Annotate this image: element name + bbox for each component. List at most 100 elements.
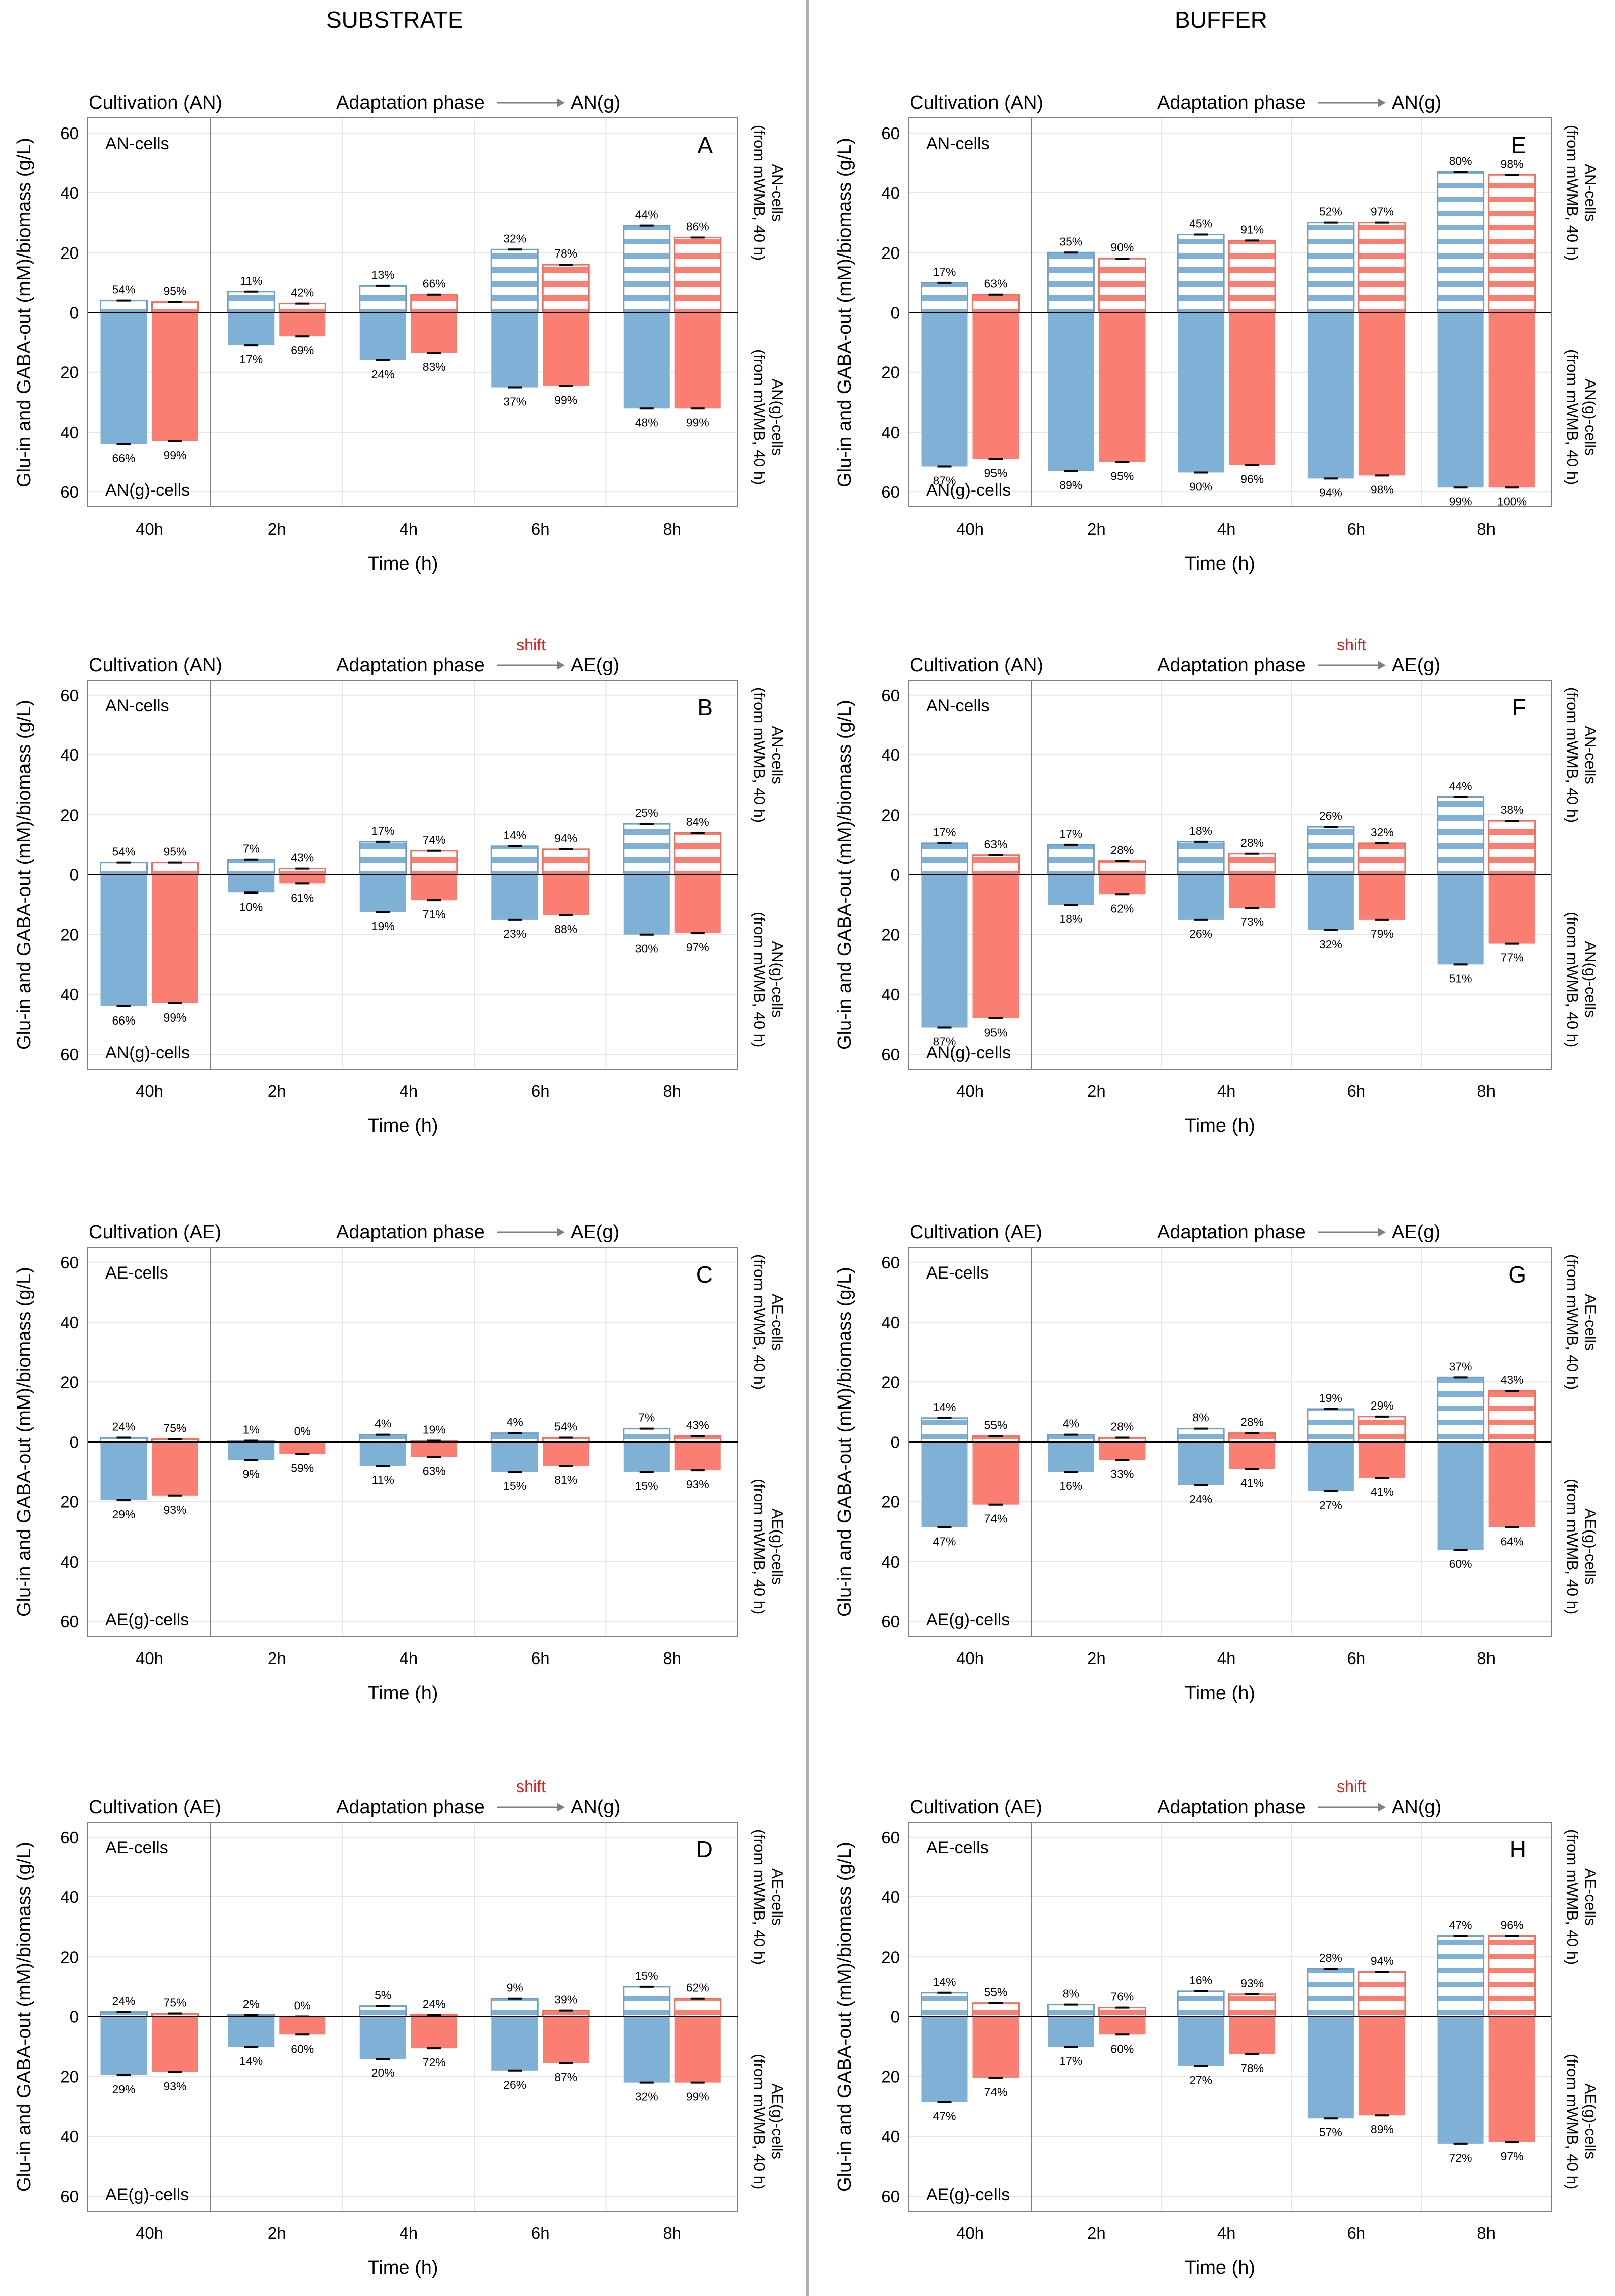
bar-glu-in-up-8h (1437, 1935, 1485, 2018)
label-glu-in-down-pct: 66% (112, 1014, 135, 1027)
bar-gaba-out-down-4h (1229, 312, 1276, 465)
bar-glu-in-down-4h (1178, 2016, 1224, 2066)
label-glu-in-down-pct: 30% (635, 942, 658, 955)
label-gaba-out-down-pct: 33% (1110, 1467, 1134, 1480)
label-glu-in-down-pct: 9% (243, 1467, 260, 1480)
bar-gaba-out-up-6h (542, 264, 590, 313)
label-gaba-out-up-pct: 43% (291, 851, 314, 864)
x-axis-label: Time (h) (1185, 2257, 1255, 2278)
top-cells-label: AN-cells (105, 696, 169, 715)
x-tick-label: 2h (268, 1649, 286, 1668)
label-glu-in-down-pct: 51% (1449, 972, 1472, 985)
x-tick-label: 6h (1347, 520, 1366, 538)
bar-glu-in-up-6h (490, 1432, 539, 1443)
right-top-annotation-line: (from mWMB, 40 h) (1564, 687, 1581, 823)
x-axis-label: Time (h) (1185, 1115, 1255, 1136)
bar-glu-in-up-2h (1047, 844, 1095, 876)
label-gaba-out-down-pct: 71% (423, 908, 446, 921)
y-tick-label: 60 (881, 1045, 900, 1064)
bar-gaba-out-down-40h (152, 312, 198, 441)
right-bottom-annotation: AN(g)-cells(from mWMB, 40 h) (1564, 912, 1599, 1047)
bar-gaba-out-down-8h (1488, 312, 1535, 488)
bar-glu-in-down-4h (359, 312, 406, 360)
shift-label: shift (1337, 635, 1366, 654)
panel-letter: F (1512, 694, 1526, 720)
bar-gaba-out-down-40h (152, 1442, 198, 1496)
label-gaba-out-up-pct: 74% (423, 833, 446, 846)
panel-D: 24% 29% 2% 14% 5% 20% 9% 26% 15% 32% 75% 93% 0% 60% 24… (14, 1777, 786, 2278)
label-glu-in-up-pct: 14% (933, 1975, 956, 1988)
bar-gaba-out-up-2h (278, 303, 326, 313)
right-top-annotation: AN-cells(from mWMB, 40 h) (751, 687, 786, 823)
bar-glu-in-down-6h (1307, 1442, 1354, 1491)
x-axis-label: Time (h) (1185, 553, 1255, 574)
panel-E: 17% 87% 35% 89% 45% 90% 52% 94% 80% 99% 63% 95% 90% 9… (834, 92, 1599, 574)
bar-gaba-out-down-4h (1229, 2016, 1276, 2055)
bar-glu-in-down-4h (1178, 1442, 1224, 1485)
right-top-annotation: AN-cells(from mWMB, 40 h) (751, 125, 786, 261)
y-axis-label: Glu-in and GABA-out (mM)/biomass (g/L) (14, 138, 35, 487)
bottom-cells-label: AN(g)-cells (926, 1043, 1011, 1062)
right-bottom-annotation-line: (from mWMB, 40 h) (1564, 912, 1581, 1047)
label-gaba-out-up-pct: 95% (163, 845, 186, 858)
right-top-annotation-line: (from mWMB, 40 h) (1564, 1254, 1581, 1390)
y-tick-label: 20 (881, 806, 900, 824)
y-tick-label: 0 (891, 866, 900, 884)
bar-gaba-out-down-8h (674, 874, 721, 933)
bar-glu-in-up-8h (1437, 171, 1485, 313)
bar-glu-in-up-8h (623, 225, 671, 313)
bar-gaba-out-up-6h (1358, 1971, 1406, 2017)
shift-label: shift (516, 1777, 546, 1796)
bar-glu-in-down-8h (623, 1442, 670, 1472)
top-cells-label: AE-cells (926, 1263, 989, 1283)
label-gaba-out-down-pct: 61% (291, 891, 314, 904)
label-glu-in-up-pct: 14% (503, 829, 526, 842)
right-bottom-annotation: AE(g)-cells(from mWMB, 40 h) (751, 2054, 786, 2189)
bar-glu-in-up-6h (1307, 1968, 1355, 2018)
x-tick-label: 4h (1217, 1649, 1236, 1668)
x-tick-label: 2h (268, 1082, 286, 1100)
label-gaba-out-down-pct: 41% (1240, 1476, 1264, 1489)
y-tick-label: 20 (881, 926, 900, 944)
bar-glu-in-down-2h (1048, 2016, 1094, 2047)
right-bottom-annotation-line: (from mWMB, 40 h) (751, 912, 768, 1047)
bar-glu-in-down-8h (1437, 2016, 1484, 2144)
label-gaba-out-up-pct: 94% (554, 832, 577, 845)
label-glu-in-up-pct: 18% (1189, 824, 1212, 837)
right-bottom-annotation: AE(g)-cells(from mWMB, 40 h) (1564, 1479, 1599, 1614)
y-tick-label: 60 (60, 124, 79, 143)
label-gaba-out-down-pct: 93% (163, 1503, 186, 1516)
label-glu-in-up-pct: 4% (507, 1416, 523, 1429)
y-tick-label: 0 (891, 304, 900, 322)
right-top-annotation-line: AN-cells (1582, 164, 1599, 221)
bar-gaba-out-down-4h (411, 1442, 457, 1457)
y-tick-label: 60 (881, 686, 900, 705)
right-top-annotation-line: AE-cells (769, 1868, 786, 1926)
bar-glu-in-up-40h (921, 1417, 968, 1443)
y-tick-label: 20 (60, 1493, 79, 1511)
label-glu-in-down-pct: 19% (371, 920, 395, 933)
label-gaba-out-down-pct: 98% (1371, 483, 1394, 496)
label-glu-in-up-pct: 16% (1189, 1974, 1212, 1987)
label-glu-in-up-pct: 8% (1063, 1987, 1079, 2000)
label-gaba-out-down-pct: 64% (1501, 1535, 1524, 1548)
arrow-head-icon (1378, 98, 1386, 107)
x-tick-label: 2h (1087, 1649, 1106, 1668)
right-top-annotation-line: (from mWMB, 40 h) (1564, 125, 1581, 261)
x-tick-label: 4h (1217, 520, 1236, 538)
bar-gaba-out-up-8h (674, 1998, 722, 2017)
x-tick-label: 4h (399, 1082, 418, 1100)
bar-gaba-out-down-2h (279, 312, 326, 337)
label-gaba-out-down-pct: 95% (1110, 470, 1134, 483)
label-glu-in-down-pct: 99% (1449, 495, 1472, 508)
y-tick-label: 20 (881, 1373, 900, 1391)
label-glu-in-down-pct: 32% (1319, 938, 1342, 951)
right-top-annotation-line: AE-cells (1582, 1294, 1599, 1351)
label-gaba-out-up-pct: 84% (686, 815, 709, 828)
x-tick-label: 40h (956, 520, 984, 538)
bar-glu-in-up-8h (1437, 1376, 1485, 1443)
y-tick-label: 20 (881, 1493, 900, 1511)
label-glu-in-up-pct: 1% (243, 1423, 260, 1436)
bar-gaba-out-down-6h (1358, 1442, 1405, 1478)
label-glu-in-down-pct: 20% (371, 2066, 395, 2079)
